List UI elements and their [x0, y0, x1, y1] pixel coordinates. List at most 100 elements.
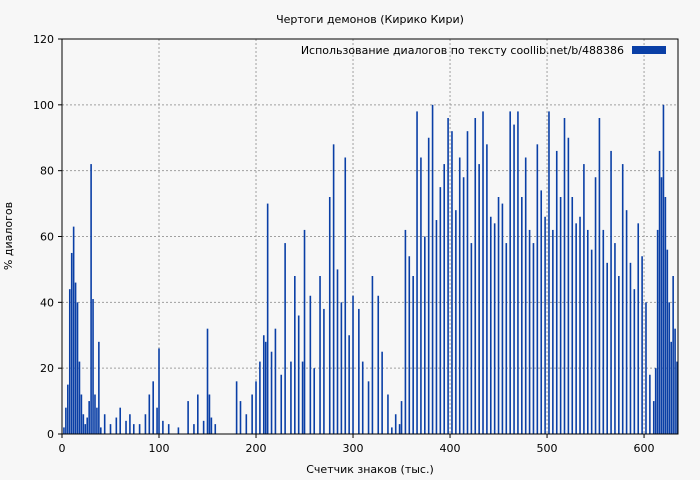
data-bar — [435, 220, 438, 434]
data-bar — [575, 223, 577, 434]
data-bar — [88, 401, 90, 434]
data-bar — [668, 302, 671, 434]
data-bar — [544, 216, 546, 434]
data-bar — [559, 197, 562, 434]
data-bar — [532, 243, 535, 434]
data-bar — [309, 295, 312, 434]
data-bar — [660, 177, 663, 434]
data-bar — [340, 302, 343, 434]
data-bar — [255, 381, 257, 434]
data-bar — [478, 164, 480, 435]
data-bar — [637, 223, 640, 434]
x-axis: 0 100 200 300 400 500 600 — [59, 434, 655, 455]
data-bar — [290, 361, 292, 434]
data-bar — [94, 394, 96, 434]
data-bar — [400, 401, 403, 434]
data-bar — [109, 424, 112, 434]
data-bar — [167, 424, 170, 434]
data-bar — [439, 187, 442, 434]
data-bar — [497, 197, 500, 434]
data-bar — [458, 157, 461, 434]
data-bar — [427, 137, 430, 434]
data-bar — [524, 157, 527, 434]
data-bar — [571, 197, 574, 434]
data-bar — [654, 368, 657, 434]
data-bar — [264, 341, 267, 434]
data-bar — [420, 157, 422, 434]
data-bar — [138, 424, 141, 434]
data-bar — [517, 111, 519, 435]
data-bar — [424, 236, 426, 434]
data-bar — [431, 104, 434, 434]
data-bar — [489, 216, 492, 434]
data-bar — [266, 203, 269, 434]
data-bar — [621, 164, 624, 435]
data-bar — [666, 249, 669, 434]
data-bar — [284, 243, 286, 434]
data-bar — [528, 229, 531, 434]
data-bar — [408, 256, 411, 434]
data-bar — [262, 335, 265, 434]
data-bar — [84, 424, 87, 434]
x-tick-label: 400 — [440, 442, 461, 455]
data-bar — [470, 243, 473, 434]
y-tick-label: 60 — [40, 231, 54, 244]
data-bar — [187, 401, 189, 434]
data-bar — [451, 131, 453, 434]
data-bar — [119, 407, 122, 434]
bar-series — [63, 104, 678, 435]
data-bar — [74, 282, 77, 434]
data-bar — [505, 243, 508, 434]
data-bar — [598, 118, 601, 434]
x-tick-label: 100 — [149, 442, 170, 455]
x-tick-label: 300 — [343, 442, 364, 455]
data-bar — [462, 177, 465, 434]
data-bar — [521, 197, 523, 434]
legend-label: Использование диалогов по тексту coollib… — [301, 44, 624, 57]
data-bar — [672, 276, 674, 434]
data-bar — [486, 144, 488, 435]
data-bar — [68, 289, 71, 434]
data-bar — [674, 328, 676, 434]
data-bar — [132, 424, 135, 434]
chart-title: Чертоги демонов (Кирико Кири) — [276, 13, 464, 26]
data-bar — [606, 262, 608, 434]
data-bar — [567, 137, 570, 434]
data-bar — [202, 420, 205, 434]
data-bar — [398, 424, 401, 434]
data-bar — [328, 197, 331, 434]
data-bar — [563, 118, 566, 434]
data-bar — [148, 394, 151, 434]
data-bar — [177, 427, 180, 434]
y-tick-label: 40 — [40, 296, 54, 309]
data-bar — [367, 381, 370, 434]
data-bar — [344, 157, 347, 434]
data-bar — [394, 414, 397, 434]
data-bar — [206, 328, 209, 434]
y-tick-label: 120 — [33, 33, 54, 46]
data-bar — [586, 229, 589, 434]
data-bar — [404, 229, 407, 434]
data-bar — [447, 118, 449, 434]
data-bar — [443, 164, 446, 435]
data-bar — [129, 414, 131, 434]
x-tick-label: 0 — [59, 442, 66, 455]
data-bar — [297, 315, 300, 434]
data-bar — [303, 229, 306, 434]
data-bar — [391, 427, 393, 434]
y-tick-label: 20 — [40, 362, 54, 375]
data-bar — [552, 229, 554, 434]
data-bar — [245, 414, 248, 434]
data-bar — [251, 394, 253, 434]
data-bar — [466, 131, 469, 434]
y-axis-label: % диалогов — [2, 202, 15, 270]
data-bar — [65, 407, 67, 434]
data-bar — [658, 150, 661, 434]
data-bar — [294, 276, 296, 434]
y-tick-label: 80 — [40, 165, 54, 178]
data-bar — [579, 216, 581, 434]
data-bar — [633, 289, 636, 434]
legend: Использование диалогов по тексту coollib… — [301, 44, 666, 57]
data-bar — [656, 229, 659, 434]
